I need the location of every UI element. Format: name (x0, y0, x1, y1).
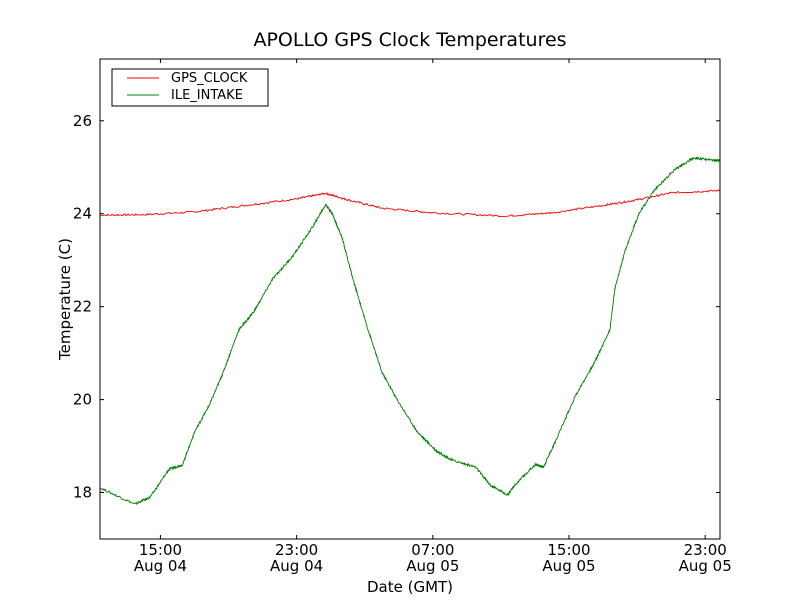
x-tick-label-date: Aug 05 (679, 557, 732, 575)
x-tick-label-date: Aug 05 (406, 557, 459, 575)
x-tick-label-time: 15:00 (139, 541, 182, 559)
legend-label-gps-clock: GPS_CLOCK (171, 71, 248, 86)
chart-title: APOLLO GPS Clock Temperatures (253, 29, 566, 51)
series-line-ile-intake (99, 156, 721, 506)
x-tick-label-date: Aug 05 (542, 557, 595, 575)
y-axis-label: Temperature (C) (56, 238, 74, 361)
y-tick-label: 24 (73, 205, 92, 223)
legend: GPS_CLOCK ILE_INTAKE (111, 68, 269, 107)
y-tick-label: 26 (73, 112, 92, 130)
y-tick-label: 22 (73, 298, 92, 316)
legend-label-ile-intake: ILE_INTAKE (171, 88, 243, 103)
x-tick-label-date: Aug 04 (134, 557, 187, 575)
x-tick-label-time: 15:00 (547, 541, 590, 559)
x-tick-label-date: Aug 04 (270, 557, 323, 575)
plot-area (99, 156, 721, 506)
x-tick-label-time: 23:00 (684, 541, 727, 559)
x-tick-label-time: 07:00 (411, 541, 454, 559)
series-line-gps-clock (99, 189, 720, 218)
y-tick-label: 18 (73, 484, 92, 502)
legend-box (111, 68, 269, 107)
x-tick-label-time: 23:00 (275, 541, 318, 559)
y-tick-label: 20 (73, 391, 92, 409)
x-axis-label: Date (GMT) (367, 578, 453, 596)
axes-frame (99, 58, 721, 540)
